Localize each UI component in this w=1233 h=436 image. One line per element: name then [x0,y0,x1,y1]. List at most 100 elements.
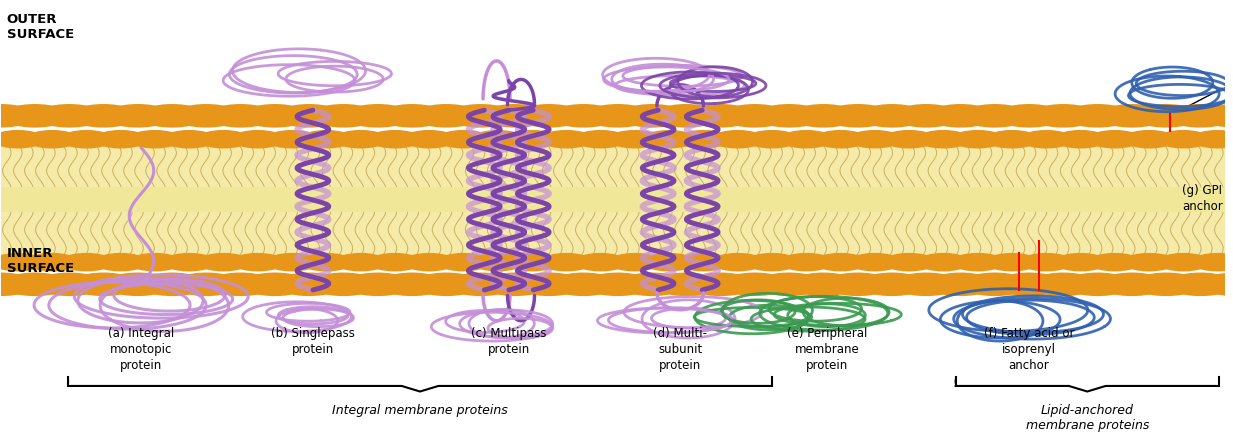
Circle shape [446,272,515,296]
Circle shape [69,272,138,296]
Circle shape [926,272,995,296]
Circle shape [173,272,240,296]
Circle shape [858,272,926,296]
Circle shape [1122,253,1176,272]
Circle shape [720,104,789,128]
Text: (f) Fatty acid or
isoprenyl
anchor: (f) Fatty acid or isoprenyl anchor [984,327,1074,372]
Circle shape [618,104,687,128]
Circle shape [0,130,44,149]
Circle shape [94,253,148,272]
Circle shape [549,272,618,296]
Circle shape [334,253,387,272]
Circle shape [882,253,936,272]
Circle shape [1030,272,1097,296]
Circle shape [677,253,730,272]
Circle shape [710,130,764,149]
Circle shape [300,130,354,149]
Circle shape [0,104,35,128]
Circle shape [573,130,628,149]
Circle shape [231,253,285,272]
Circle shape [891,104,961,128]
Circle shape [642,253,697,272]
Circle shape [446,104,515,128]
Circle shape [25,130,79,149]
Circle shape [138,272,206,296]
Circle shape [69,104,138,128]
Circle shape [471,130,525,149]
Circle shape [652,104,720,128]
Circle shape [94,130,148,149]
Circle shape [779,130,834,149]
Text: OUTER
SURFACE: OUTER SURFACE [7,14,74,41]
Circle shape [779,253,834,272]
Circle shape [196,253,250,272]
Bar [1,144,1226,258]
Circle shape [59,130,113,149]
Circle shape [745,253,799,272]
Circle shape [515,272,583,296]
Circle shape [1,272,69,296]
Circle shape [275,104,344,128]
Circle shape [1020,130,1073,149]
Circle shape [104,104,173,128]
Circle shape [687,104,755,128]
Circle shape [515,104,583,128]
Circle shape [309,272,377,296]
Circle shape [1157,253,1211,272]
Text: (b) Singlepass
protein: (b) Singlepass protein [271,327,355,356]
Circle shape [916,253,970,272]
Circle shape [1191,130,1233,149]
Circle shape [1088,130,1142,149]
Circle shape [1132,104,1201,128]
Circle shape [104,272,173,296]
Circle shape [377,104,446,128]
Circle shape [583,272,652,296]
Circle shape [608,253,662,272]
Circle shape [1,104,69,128]
Circle shape [265,130,319,149]
Circle shape [436,130,491,149]
Circle shape [231,130,285,149]
Circle shape [1097,104,1166,128]
Circle shape [196,130,250,149]
Circle shape [1053,130,1107,149]
Circle shape [1166,272,1233,296]
Circle shape [309,104,377,128]
Circle shape [206,104,275,128]
Circle shape [367,253,422,272]
Circle shape [240,272,309,296]
Circle shape [59,253,113,272]
Circle shape [471,253,525,272]
Circle shape [1166,104,1233,128]
Circle shape [824,104,891,128]
Circle shape [652,272,720,296]
Circle shape [539,253,593,272]
Circle shape [206,272,275,296]
Circle shape [755,104,824,128]
Circle shape [573,253,628,272]
Circle shape [412,104,481,128]
Circle shape [995,104,1063,128]
Circle shape [0,272,35,296]
Circle shape [481,272,549,296]
Circle shape [163,130,216,149]
Text: (a) Integral
monotopic
protein: (a) Integral monotopic protein [109,327,175,372]
Circle shape [367,130,422,149]
Circle shape [402,253,456,272]
Circle shape [789,272,858,296]
Circle shape [35,104,104,128]
Circle shape [1201,104,1233,128]
Circle shape [1088,253,1142,272]
Circle shape [720,272,789,296]
Circle shape [687,272,755,296]
Circle shape [549,104,618,128]
Circle shape [985,130,1039,149]
Circle shape [710,253,764,272]
Circle shape [539,130,593,149]
Circle shape [300,253,354,272]
Circle shape [1201,272,1233,296]
Circle shape [951,253,1005,272]
Circle shape [961,104,1030,128]
Circle shape [173,104,240,128]
Circle shape [1030,104,1097,128]
